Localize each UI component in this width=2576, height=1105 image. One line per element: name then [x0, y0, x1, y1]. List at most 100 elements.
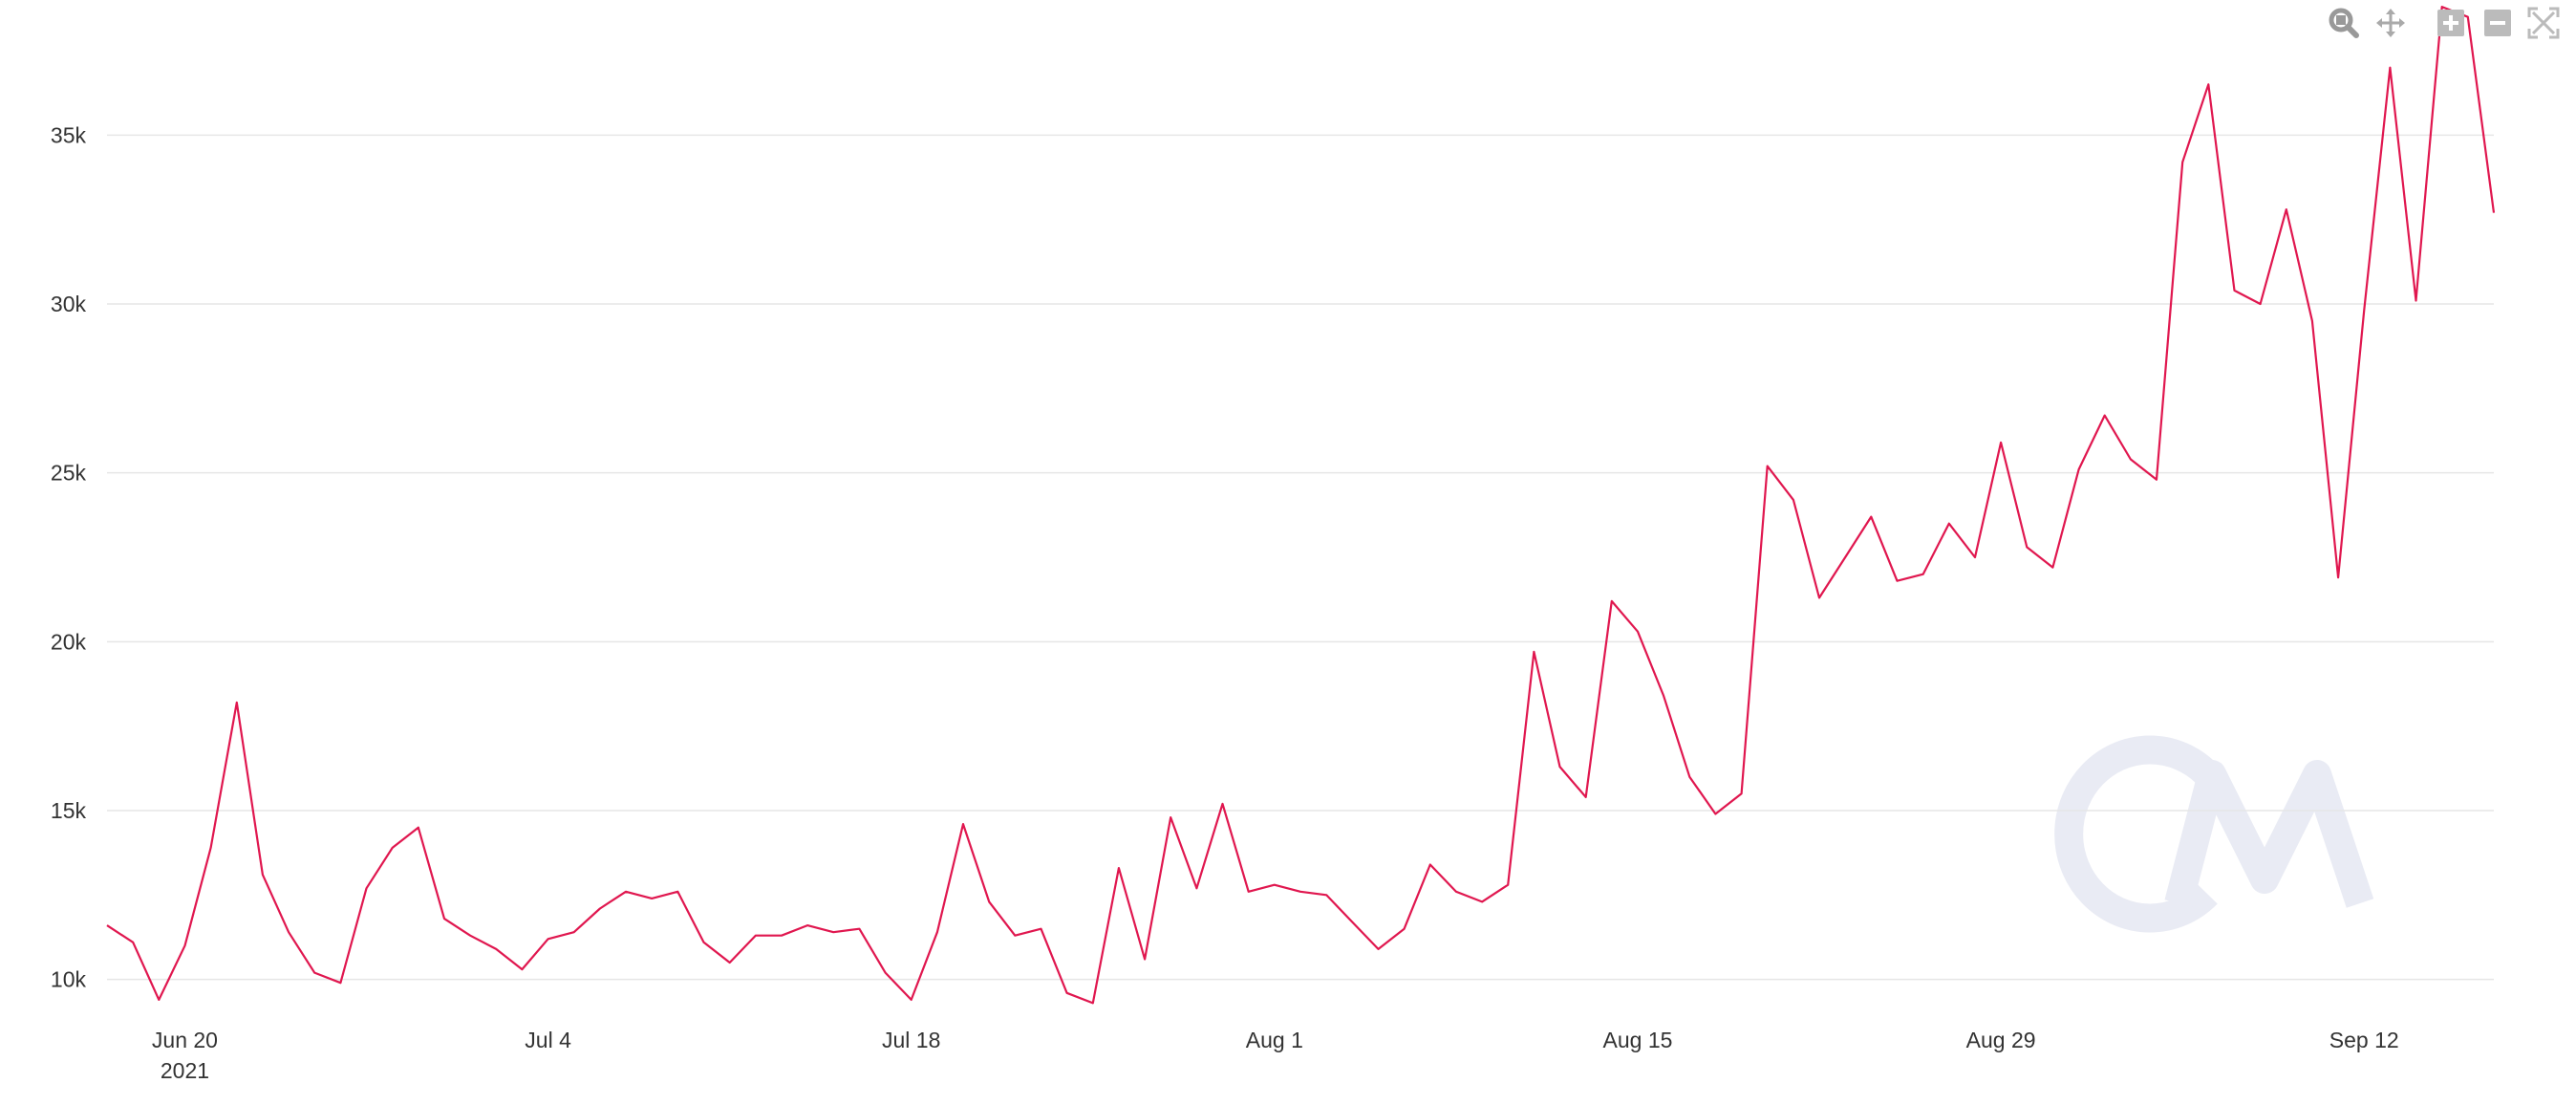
- data-point[interactable]: [1012, 933, 1018, 939]
- data-point[interactable]: [2387, 65, 2393, 71]
- data-point[interactable]: [2128, 457, 2134, 463]
- data-point[interactable]: [571, 929, 577, 935]
- data-point[interactable]: [130, 940, 136, 945]
- reset-axes-button[interactable]: [2527, 7, 2560, 39]
- data-point[interactable]: [753, 933, 759, 939]
- y-tick-label: 15k: [51, 798, 87, 823]
- data-point[interactable]: [260, 872, 266, 878]
- data-point[interactable]: [1453, 889, 1459, 895]
- data-point[interactable]: [1168, 814, 1173, 820]
- data-point[interactable]: [1583, 794, 1589, 800]
- data-point[interactable]: [701, 940, 707, 945]
- pan-button[interactable]: [2375, 8, 2406, 38]
- data-point[interactable]: [2361, 308, 2367, 314]
- data-point[interactable]: [1531, 649, 1536, 655]
- data-point[interactable]: [208, 845, 214, 851]
- data-point[interactable]: [182, 942, 188, 948]
- data-point[interactable]: [2154, 477, 2159, 483]
- data-point[interactable]: [727, 960, 733, 965]
- data-point[interactable]: [519, 966, 525, 972]
- y-tick-label: 30k: [51, 292, 87, 316]
- data-point[interactable]: [337, 980, 343, 986]
- data-point[interactable]: [1428, 862, 1433, 868]
- data-point[interactable]: [2232, 288, 2238, 293]
- data-point[interactable]: [883, 970, 889, 976]
- data-point[interactable]: [1739, 791, 1745, 796]
- data-point[interactable]: [1635, 629, 1641, 635]
- data-point[interactable]: [1323, 892, 1329, 898]
- x-tick-label: Jun 20: [152, 1028, 218, 1052]
- data-point[interactable]: [416, 825, 421, 831]
- data-point[interactable]: [1298, 889, 1303, 895]
- data-point[interactable]: [597, 906, 603, 912]
- data-point[interactable]: [1686, 774, 1692, 780]
- data-point[interactable]: [960, 821, 966, 827]
- data-point[interactable]: [934, 929, 940, 935]
- data-point[interactable]: [311, 970, 317, 976]
- data-point[interactable]: [1972, 554, 1978, 560]
- data-point[interactable]: [1479, 899, 1485, 904]
- data-point[interactable]: [390, 845, 396, 851]
- data-point[interactable]: [156, 997, 161, 1003]
- data-point[interactable]: [546, 936, 551, 942]
- data-point[interactable]: [1064, 990, 1070, 996]
- data-point[interactable]: [2179, 160, 2185, 165]
- data-point[interactable]: [2024, 544, 2029, 550]
- data-point[interactable]: [467, 933, 473, 939]
- data-point[interactable]: [1661, 693, 1666, 699]
- data-point[interactable]: [2491, 210, 2497, 216]
- data-point[interactable]: [1946, 521, 1952, 527]
- data-point[interactable]: [2284, 206, 2289, 212]
- data-point[interactable]: [1142, 957, 1148, 963]
- zoom-in-button[interactable]: [2436, 8, 2466, 38]
- data-point[interactable]: [986, 899, 992, 904]
- data-point[interactable]: [493, 946, 499, 952]
- pan-arrows-icon: [2376, 9, 2405, 37]
- zoom-out-button[interactable]: [2482, 8, 2513, 38]
- data-point[interactable]: [2050, 565, 2055, 571]
- data-point[interactable]: [1557, 764, 1563, 769]
- data-point[interactable]: [1868, 514, 1874, 520]
- data-point[interactable]: [104, 922, 110, 928]
- data-point[interactable]: [779, 933, 784, 939]
- data-point[interactable]: [1842, 554, 1848, 560]
- data-point[interactable]: [2309, 318, 2315, 324]
- data-point[interactable]: [286, 929, 291, 935]
- data-point[interactable]: [623, 889, 629, 895]
- data-point[interactable]: [1220, 801, 1226, 807]
- data-point[interactable]: [2258, 301, 2264, 307]
- data-point[interactable]: [1246, 889, 1252, 895]
- data-point[interactable]: [675, 889, 680, 895]
- data-point[interactable]: [2335, 574, 2341, 580]
- data-point[interactable]: [1505, 882, 1511, 888]
- data-point[interactable]: [441, 916, 447, 921]
- data-point[interactable]: [1039, 926, 1044, 932]
- data-point[interactable]: [1402, 926, 1407, 932]
- data-point[interactable]: [649, 896, 655, 901]
- data-point[interactable]: [830, 929, 836, 935]
- data-point[interactable]: [2102, 413, 2108, 419]
- data-point[interactable]: [1193, 885, 1199, 891]
- data-point[interactable]: [2076, 466, 2082, 472]
- data-point[interactable]: [1609, 598, 1615, 604]
- data-point[interactable]: [2414, 298, 2419, 304]
- data-point[interactable]: [856, 926, 862, 932]
- zoom-select-button[interactable]: [2329, 8, 2359, 38]
- data-point[interactable]: [234, 700, 240, 705]
- data-point[interactable]: [805, 922, 810, 928]
- data-point[interactable]: [909, 997, 914, 1003]
- data-point[interactable]: [1090, 1000, 1096, 1006]
- data-point[interactable]: [1272, 882, 1277, 888]
- data-point[interactable]: [1791, 497, 1796, 503]
- data-point[interactable]: [1895, 578, 1900, 584]
- data-point[interactable]: [1816, 595, 1822, 600]
- data-point[interactable]: [1116, 865, 1122, 871]
- data-point[interactable]: [1712, 812, 1718, 817]
- data-point[interactable]: [2205, 81, 2211, 87]
- data-point[interactable]: [1349, 920, 1355, 925]
- data-point[interactable]: [1765, 464, 1771, 469]
- data-point[interactable]: [364, 885, 370, 891]
- data-point[interactable]: [1998, 440, 2004, 445]
- data-point[interactable]: [1921, 572, 1926, 577]
- data-point[interactable]: [1376, 946, 1382, 952]
